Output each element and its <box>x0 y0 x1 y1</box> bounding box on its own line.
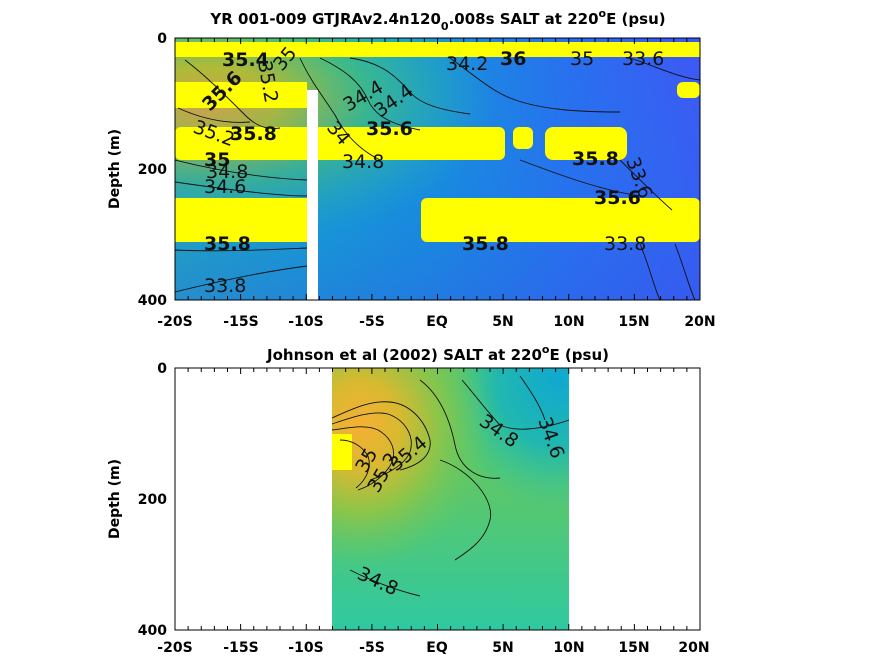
y-tick-label: 200 <box>138 492 167 508</box>
top-y-tick-labels: 0 200 400 <box>138 31 167 309</box>
bottom-heatmap: 35 35.2 35.4 34.8 34.6 34.8 <box>332 368 569 630</box>
contour-label: 35.8 <box>462 233 509 255</box>
bottom-x-tick-marks <box>174 368 701 630</box>
contour-label: 34.6 <box>204 176 246 198</box>
y-tick-label: 0 <box>157 361 167 377</box>
x-tick-label: EQ <box>426 314 448 330</box>
contour-label: 35.8 <box>230 123 277 145</box>
top-mask-bands <box>175 42 700 242</box>
bottom-contours <box>332 375 569 597</box>
contour-label: 35 <box>570 48 594 70</box>
x-tick-label: 15N <box>618 640 649 656</box>
x-tick-label: 20N <box>678 640 709 656</box>
contour-label: 35.4 <box>222 49 269 71</box>
contour-label: 36 <box>500 48 526 70</box>
bottom-y-axis-label: Depth (m) <box>107 459 123 539</box>
contour-label: 35.6 <box>366 118 413 140</box>
bottom-panel: Johnson et al (2002) SALT at 220oE (psu)… <box>107 343 710 656</box>
top-gap-column <box>307 90 318 300</box>
x-tick-label: EQ <box>426 640 448 656</box>
x-tick-label: -20S <box>157 640 192 656</box>
x-tick-label: -20S <box>157 314 192 330</box>
x-tick-label: -5S <box>359 314 385 330</box>
top-x-tick-labels: -20S -15S -10S -5S EQ 5N 10N 15N 20N <box>157 314 715 330</box>
top-y-axis-label: Depth (m) <box>107 129 123 209</box>
top-heatmap: 35.4 35 35.2 35.6 35.8 35.2 35 34.8 34.6… <box>175 38 700 300</box>
contour-label: 34.8 <box>206 161 248 183</box>
x-tick-label: -5S <box>359 640 385 656</box>
top-title: YR 001-009 GTJRAv2.4n1200.008s SALT at 2… <box>209 7 665 33</box>
x-tick-label: 5N <box>492 640 513 656</box>
bottom-x-tick-labels: -20S -15S -10S -5S EQ 5N 10N 15N 20N <box>157 640 709 656</box>
contour-label: 33.8 <box>204 275 246 297</box>
x-tick-label: 5N <box>492 314 513 330</box>
x-tick-label: -10S <box>288 640 323 656</box>
bottom-mask-patch <box>332 434 352 470</box>
contour-label: 34.2 <box>446 53 488 75</box>
top-panel: YR 001-009 GTJRAv2.4n1200.008s SALT at 2… <box>107 7 716 330</box>
contour-label: 35.8 <box>572 148 619 170</box>
contour-label: 35.6 <box>594 187 641 209</box>
contour-label: 35 <box>204 149 230 171</box>
x-tick-label: -15S <box>223 314 258 330</box>
contour-label: 33.6 <box>622 48 664 70</box>
top-x-tick-marks <box>174 38 701 300</box>
x-tick-label: -10S <box>288 314 323 330</box>
contour-label: 34.8 <box>342 151 384 173</box>
y-tick-label: 0 <box>157 31 167 47</box>
contour-label: 35.8 <box>204 233 251 255</box>
y-tick-label: 400 <box>138 293 167 309</box>
y-tick-label: 400 <box>138 623 167 639</box>
top-contours <box>175 57 700 300</box>
x-tick-label: 20N <box>684 314 715 330</box>
y-tick-label: 200 <box>138 162 167 178</box>
x-tick-label: 10N <box>553 640 584 656</box>
x-tick-label: -15S <box>223 640 258 656</box>
x-tick-label: 15N <box>618 314 649 330</box>
x-tick-label: 10N <box>553 314 584 330</box>
bottom-title: Johnson et al (2002) SALT at 220oE (psu) <box>266 343 609 364</box>
bottom-y-tick-labels: 0 200 400 <box>138 361 167 639</box>
contour-label: 33.8 <box>604 233 646 255</box>
